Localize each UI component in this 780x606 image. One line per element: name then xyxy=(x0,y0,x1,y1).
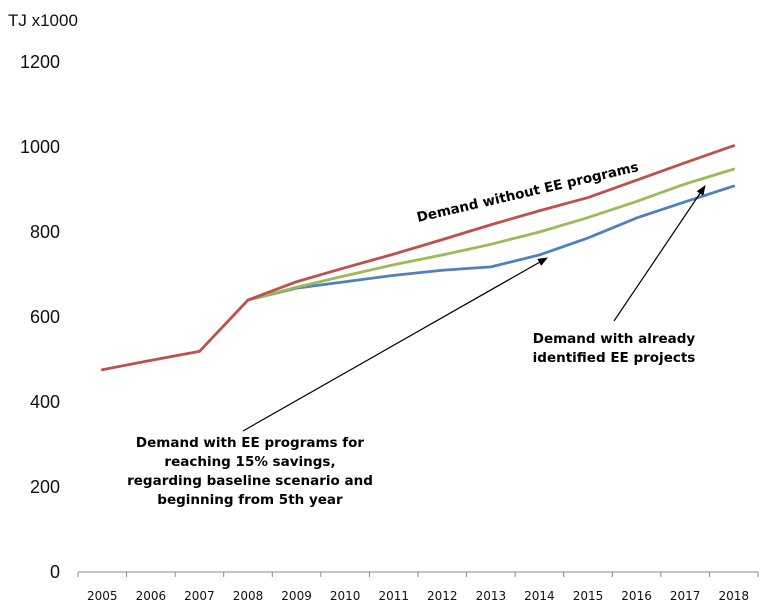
y-tick-label: 0 xyxy=(50,562,60,582)
x-tick-label: 2008 xyxy=(233,589,264,603)
unit-label: TJ x1000 xyxy=(8,11,78,30)
y-axis-ticks: 0 200 400 600 800 1000 1200 xyxy=(20,52,60,582)
x-tick-label: 2014 xyxy=(524,589,555,603)
x-tick-label: 2007 xyxy=(184,589,215,603)
x-tick-label: 2006 xyxy=(136,589,167,603)
y-tick-label: 1200 xyxy=(20,52,60,72)
annotation-without-ee: Demand without EE programs xyxy=(415,159,640,226)
x-tick-label: 2010 xyxy=(330,589,361,603)
y-tick-label: 800 xyxy=(30,222,60,242)
annotation-identified-line-2: identified EE projects xyxy=(533,350,696,366)
y-tick-label: 600 xyxy=(30,307,60,327)
y-tick-label: 400 xyxy=(30,392,60,412)
series-line-1 xyxy=(246,167,736,302)
series-lines xyxy=(100,144,736,372)
y-tick-label: 200 xyxy=(30,477,60,497)
y-tick-label: 1000 xyxy=(20,137,60,157)
x-tick-label: 2012 xyxy=(427,589,458,603)
x-tick-label: 2016 xyxy=(621,589,652,603)
series-line-2 xyxy=(246,184,736,302)
x-tick-label: 2009 xyxy=(281,589,312,603)
x-tick-label: 2018 xyxy=(718,589,749,603)
x-tick-label: 2015 xyxy=(573,589,604,603)
x-tick-label: 2013 xyxy=(476,589,507,603)
annotation-programs-line-1: Demand with EE programs for xyxy=(136,435,364,451)
annotation-programs-line-3: regarding baseline scenario and xyxy=(127,473,373,489)
arrow-identified xyxy=(613,185,706,322)
x-tick-label: 2011 xyxy=(378,589,409,603)
x-tick-label: 2017 xyxy=(670,589,701,603)
arrow-programs xyxy=(242,257,548,432)
annotation-programs-line-4: beginning from 5th year xyxy=(157,492,343,508)
annotation-programs-line-2: reaching 15% savings, xyxy=(164,454,335,470)
x-axis-ticks: 2005 2006 2007 2008 2009 2010 2011 2012 2013 2014… xyxy=(77,572,759,603)
x-tick-label: 2005 xyxy=(87,589,118,603)
annotation-identified-line-1: Demand with already xyxy=(533,331,696,347)
series-line-0 xyxy=(100,144,736,372)
